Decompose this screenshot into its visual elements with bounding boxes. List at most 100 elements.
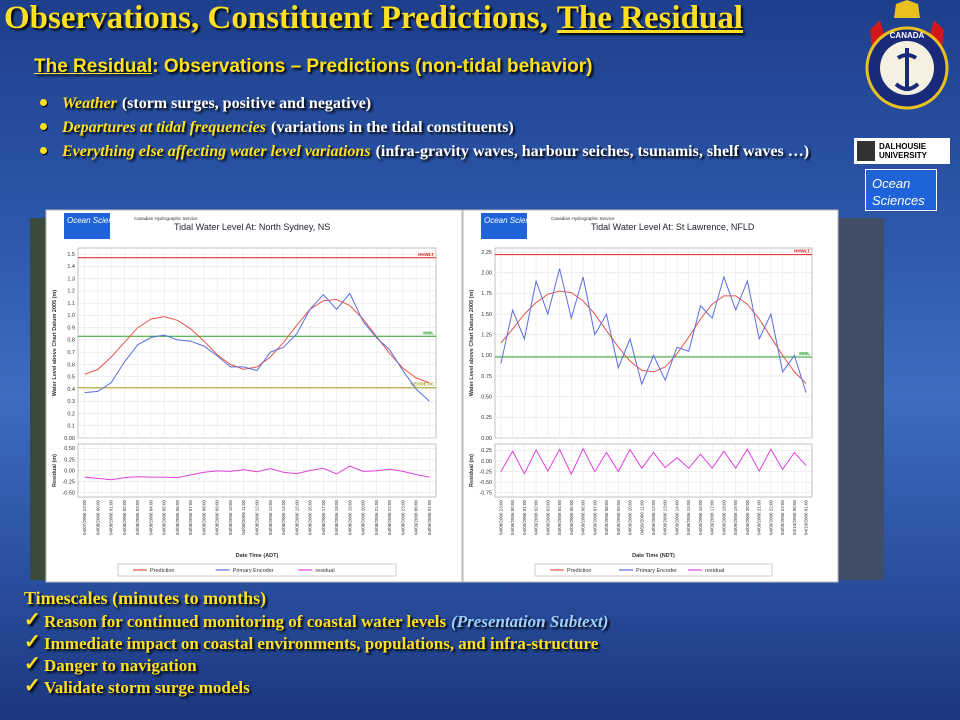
x-tick-label: 04/08/2006 22:00 [387, 500, 392, 536]
x-tick-label: 04/09/2006 00:00 [414, 500, 419, 536]
y-tick-label: 1.2 [67, 289, 75, 295]
bullet-list: Weather (storm surges, positive and negat… [40, 94, 840, 166]
reference-label: MWL [423, 330, 434, 335]
x-tick-label: 04/08/2006 14:00 [281, 500, 286, 536]
x-tick-label: 04/09/2006 00:00 [510, 500, 515, 536]
bullet-italic: Weather [62, 95, 117, 112]
x-tick-label: 04/09/2006 20:00 [745, 500, 750, 536]
x-tick-label: 04/09/2006 04:00 [557, 500, 562, 536]
header-logo: Ocean Sciences [484, 216, 542, 225]
maple-leaf [870, 20, 884, 48]
y-tick-label: 2.00 [481, 271, 492, 277]
footer: Timescales (minutes to months) Reason fo… [24, 588, 608, 699]
item-text: Danger to navigation [44, 656, 197, 675]
x-tick-label: 04/08/2006 18:00 [334, 500, 339, 536]
y-tick-label: 0.6 [67, 362, 75, 368]
crown [894, 0, 920, 18]
check-item: Danger to navigation [24, 653, 608, 677]
subtitle: The Residual: Observations – Predictions… [34, 56, 593, 78]
dalhousie-logo: DALHOUSIE UNIVERSITY [854, 138, 950, 164]
y-tick-label: 0.00 [64, 436, 75, 442]
x-tick-label: 04/09/2006 19:00 [733, 500, 738, 536]
title-underlined: The Residual [556, 0, 744, 36]
x-tick-label: 04/08/2006 11:00 [241, 500, 246, 535]
bullet: Weather (storm surges, positive and negat… [40, 94, 840, 113]
header-logo: Ocean Sciences [67, 216, 125, 225]
header-logo-box [64, 213, 110, 239]
item-subtext: (Presentation Subtext) [451, 612, 609, 631]
y-tick-label: 1.50 [481, 312, 492, 318]
reference-label: HHWLT [418, 252, 434, 257]
legend-label: residual [315, 568, 334, 574]
x-tick-label: 04/08/2006 12:00 [255, 500, 260, 536]
agency: Canadian Hydrographic Service [134, 216, 198, 221]
y-axis-label: Residual (m) [469, 454, 475, 487]
y-tick-label: 0.25 [64, 457, 75, 463]
series-line [84, 465, 430, 481]
x-tick-label: 04/09/2006 08:00 [604, 500, 609, 536]
x-tick-label: 04/08/2006 10:00 [228, 500, 233, 536]
x-tick-label: 04/09/2006 18:00 [721, 500, 726, 536]
y-tick-label: -0.50 [479, 480, 492, 486]
y-tick-label: 0.2 [67, 411, 75, 417]
y-axis-label: Residual (m) [52, 454, 58, 487]
y-tick-label: 1.4 [67, 264, 75, 270]
y-tick-label: 1.0 [67, 313, 75, 319]
y-tick-label: 1.75 [481, 291, 492, 297]
x-tick-label: 04/09/2006 12:00 [651, 500, 656, 536]
x-tick-label: 04/08/2006 01:00 [109, 500, 114, 536]
x-tick-label: 04/10/2006 00:00 [792, 500, 797, 536]
legend-box [117, 563, 397, 577]
check-item: Validate storm surge models [24, 675, 608, 699]
agency: Canadian Hydrographic Service [551, 216, 615, 221]
x-axis-label: Date Time (ADT) [236, 553, 279, 559]
x-tick-label: 04/08/2006 06:00 [175, 500, 180, 536]
x-tick-label: 04/08/2006 15:00 [294, 500, 299, 536]
y-axis-label: Water Level above Chart Datum 2005 (m) [52, 290, 58, 397]
slide-title: Observations, Constituent Predictions, Th… [4, 0, 743, 37]
legend-label: Primary Encoder [636, 568, 677, 574]
x-tick-label: 04/09/2006 22:00 [768, 500, 773, 536]
x-tick-label: 04/08/2006 00:00 [95, 500, 100, 536]
y-tick-label: 1.25 [481, 333, 492, 339]
reference-label: MWL [799, 351, 810, 356]
series-line [500, 268, 807, 393]
y-tick-label: 0.8 [67, 338, 75, 344]
x-axis-label: Date Time (NDT) [632, 553, 675, 559]
y-tick-label: 0.5 [67, 375, 75, 381]
bullet-text: (storm surges, positive and negative) [121, 95, 372, 112]
x-tick-label: 04/09/2006 14:00 [674, 500, 679, 536]
x-tick-label: 04/09/2006 21:00 [757, 500, 762, 536]
legend-box [534, 563, 773, 577]
y-tick-label: 1.5 [67, 252, 75, 258]
check-item: Reason for continued monitoring of coast… [24, 609, 609, 633]
header-logo-box [481, 213, 527, 239]
series-line [84, 298, 430, 384]
x-tick-label: 04/09/2006 06:00 [581, 500, 586, 536]
y-tick-label: -0.75 [479, 491, 492, 497]
x-tick-label: 04/08/2006 23:00 [498, 500, 503, 536]
series-line [500, 290, 807, 384]
x-tick-label: 04/08/2006 07:00 [188, 500, 193, 536]
x-tick-label: 04/09/2006 17:00 [710, 500, 715, 536]
y-tick-label: 1.00 [481, 353, 492, 359]
x-tick-label: 04/09/2006 11:00 [639, 500, 644, 535]
x-tick-label: 04/08/2006 17:00 [321, 500, 326, 536]
check-item: Immediate impact on coastal environments… [24, 631, 608, 655]
y-tick-label: 2.25 [481, 250, 492, 256]
chart-title: Tidal Water Level At: North Sydney, NS [174, 222, 330, 232]
item-text: Validate storm surge models [44, 678, 250, 697]
x-tick-label: 04/08/2006 13:00 [268, 500, 273, 536]
y-tick-label: 0.4 [67, 387, 75, 393]
check-list: Reason for continued monitoring of coast… [24, 609, 609, 699]
reference-label: GEODETIC [410, 382, 434, 387]
legend-label: Prediction [567, 568, 591, 574]
subtitle-underlined: The Residual [34, 56, 153, 77]
x-tick-label: 04/08/2006 03:00 [135, 500, 140, 536]
x-tick-label: 04/09/2006 15:00 [686, 500, 691, 536]
x-tick-label: 04/09/2006 01:00 [427, 500, 432, 536]
dal-shield [857, 141, 875, 161]
x-tick-label: 04/10/2006 01:00 [804, 500, 809, 536]
item-text: Immediate impact on coastal environments… [44, 634, 599, 653]
